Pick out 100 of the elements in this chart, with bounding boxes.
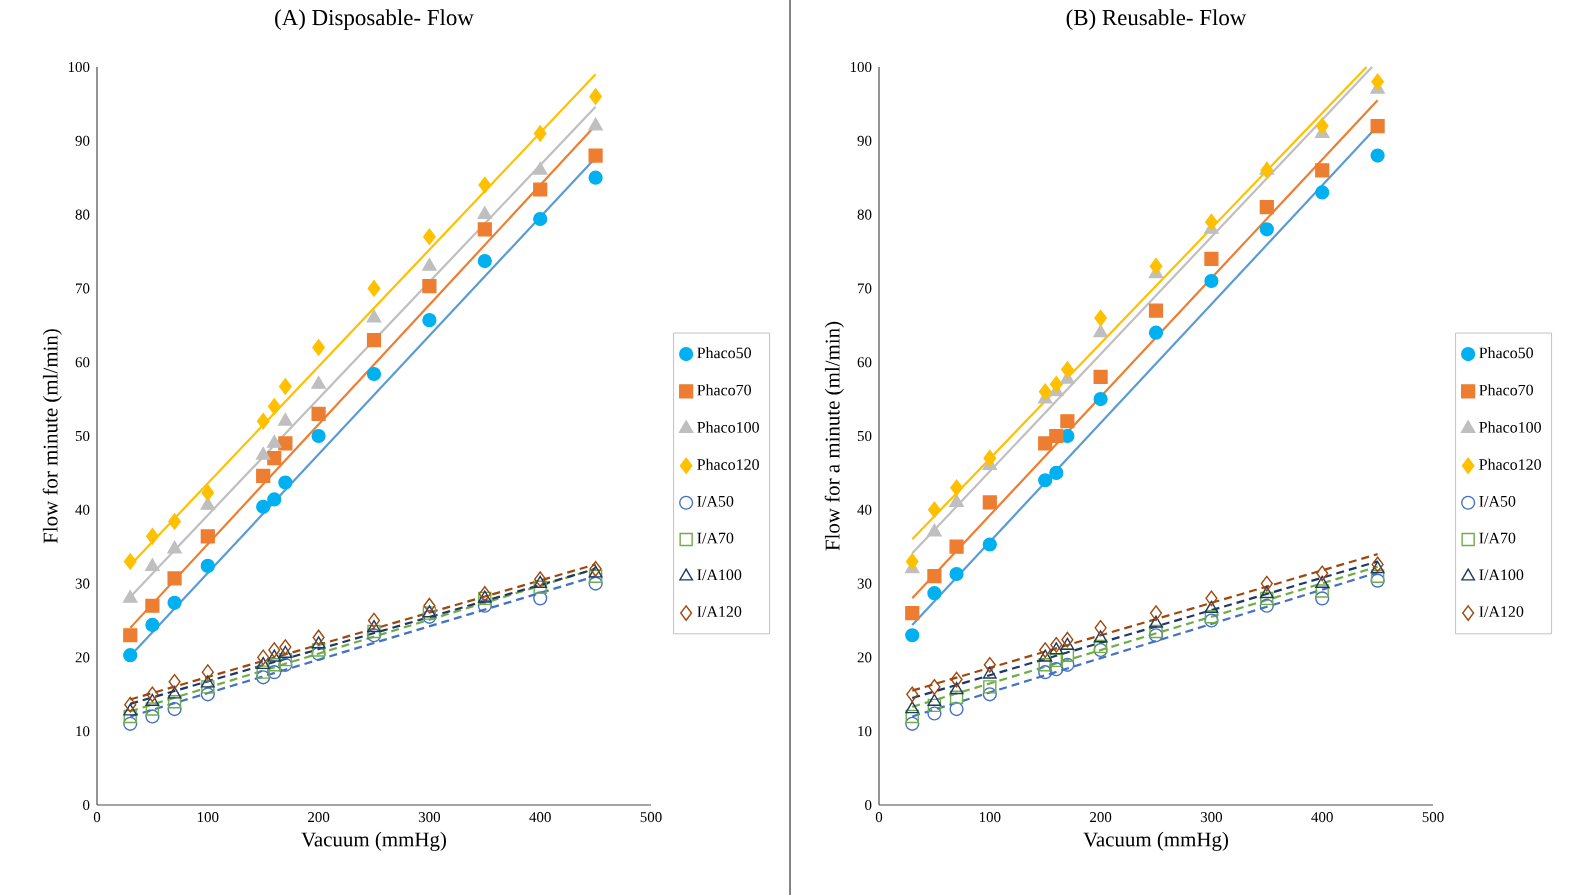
point xyxy=(267,435,282,448)
point xyxy=(145,598,160,613)
point xyxy=(167,686,182,699)
point xyxy=(1060,657,1075,672)
point xyxy=(905,553,919,570)
point xyxy=(123,648,138,663)
point xyxy=(477,206,493,220)
point xyxy=(950,671,963,688)
point xyxy=(1093,324,1108,338)
point xyxy=(1370,148,1385,163)
point xyxy=(1370,560,1385,574)
chart-title: (A) Disposable- Flow xyxy=(275,9,474,30)
point xyxy=(478,586,491,602)
point xyxy=(1315,575,1330,588)
point xyxy=(255,446,271,460)
point xyxy=(1049,662,1064,677)
point xyxy=(278,378,292,395)
y-tick-label: 60 xyxy=(75,357,90,368)
point xyxy=(422,257,437,271)
point xyxy=(949,494,964,507)
point xyxy=(1093,639,1108,654)
x-tick-label: 0 xyxy=(93,812,101,823)
point xyxy=(905,716,920,731)
y-tick-label: 20 xyxy=(857,652,872,663)
point xyxy=(949,566,964,582)
point xyxy=(1039,642,1052,658)
chart-title: (B) Reusable- Flow xyxy=(1066,9,1247,30)
point xyxy=(1204,251,1219,266)
point xyxy=(1094,309,1108,327)
point xyxy=(1093,369,1108,385)
point xyxy=(167,694,182,709)
y-tick-label: 50 xyxy=(75,430,90,442)
legend-label: Phaco120 xyxy=(697,458,759,470)
point xyxy=(201,484,215,502)
point xyxy=(950,479,963,496)
point xyxy=(477,222,492,237)
y-tick-label: 0 xyxy=(865,799,872,811)
point xyxy=(312,629,325,646)
point xyxy=(200,497,216,510)
point xyxy=(257,649,270,666)
legend-label: I/A120 xyxy=(1479,606,1524,617)
y-tick-label: 0 xyxy=(83,799,90,811)
legend-label: I/A100 xyxy=(1479,569,1524,581)
point xyxy=(927,706,942,721)
point xyxy=(1315,117,1329,135)
point xyxy=(477,253,492,269)
point xyxy=(311,636,326,649)
y-tick-label: 70 xyxy=(76,283,90,294)
point xyxy=(927,523,942,537)
point xyxy=(1049,428,1064,444)
point xyxy=(145,709,160,724)
point xyxy=(1371,556,1384,573)
point xyxy=(1204,273,1219,289)
point xyxy=(423,597,436,614)
point xyxy=(1038,473,1053,488)
point xyxy=(311,406,326,421)
point xyxy=(927,569,942,584)
point xyxy=(905,606,920,621)
point xyxy=(256,468,271,483)
point xyxy=(167,595,182,610)
point xyxy=(201,664,214,681)
point xyxy=(905,701,920,714)
legend-label: Phaco70 xyxy=(1479,384,1534,396)
point xyxy=(1149,615,1163,628)
y-tick-label: 90 xyxy=(75,135,90,146)
y-tick-label: 30 xyxy=(75,578,90,589)
point xyxy=(168,673,181,690)
point xyxy=(588,148,603,163)
point xyxy=(145,702,160,716)
x-tick-label: 500 xyxy=(1422,812,1444,823)
point xyxy=(588,565,603,578)
point xyxy=(1060,414,1075,429)
point xyxy=(1093,642,1108,658)
point xyxy=(267,658,281,672)
point xyxy=(123,628,138,643)
point xyxy=(533,125,547,142)
point xyxy=(928,679,941,695)
point xyxy=(983,449,997,467)
point xyxy=(278,475,293,490)
point xyxy=(905,628,920,643)
y-axis-title: Flow for minute (ml/min) xyxy=(42,329,62,544)
point xyxy=(1316,565,1329,582)
point xyxy=(1260,575,1273,592)
point xyxy=(145,558,160,572)
point xyxy=(1148,325,1164,340)
point xyxy=(588,170,603,185)
point xyxy=(311,376,326,389)
point xyxy=(201,680,215,694)
point xyxy=(983,656,996,673)
point xyxy=(123,553,137,570)
point xyxy=(278,645,293,658)
point xyxy=(949,690,964,704)
legend-label: I/A50 xyxy=(697,495,734,507)
point xyxy=(267,649,282,662)
point xyxy=(477,598,492,613)
point xyxy=(478,176,492,194)
point xyxy=(124,696,137,713)
point xyxy=(982,666,997,679)
point xyxy=(982,495,997,510)
point xyxy=(256,656,271,670)
